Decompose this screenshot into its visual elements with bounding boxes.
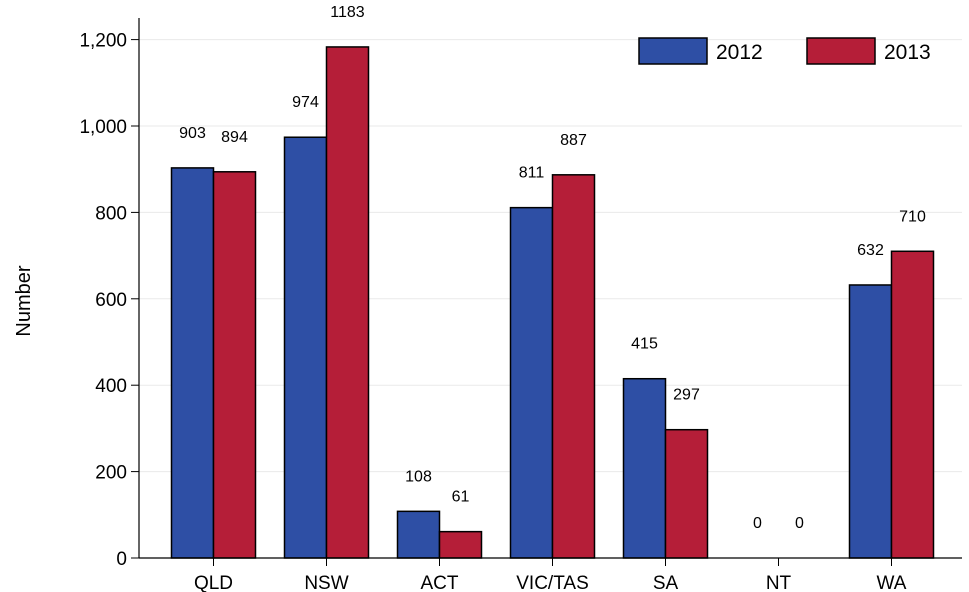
bar	[551, 174, 596, 559]
bar	[212, 171, 257, 559]
y-tick-label: 0	[116, 549, 127, 570]
bar	[438, 530, 483, 559]
data-label: 415	[631, 336, 658, 353]
legend-label: 2012	[716, 41, 763, 64]
y-tick-label: 1,000	[79, 117, 127, 138]
y-tick-label: 600	[95, 290, 127, 311]
y-tick-label: 200	[95, 463, 127, 484]
x-tick-label: WA	[877, 573, 907, 592]
legend: 2012 2013	[638, 37, 931, 65]
data-label: 632	[857, 242, 884, 259]
legend-label: 2013	[884, 41, 931, 64]
bar	[890, 250, 935, 559]
x-tick-label: ACT	[421, 573, 459, 592]
x-tick-label: NT	[766, 573, 792, 592]
bar	[170, 167, 215, 559]
x-tick-label: SA	[653, 573, 679, 592]
data-label: 61	[452, 489, 470, 506]
bar	[325, 46, 370, 559]
data-label: 974	[292, 94, 319, 111]
axes: 0 200 400 600 800 1,000 1,200 QLD NSW ACT VIC/TAS S…	[79, 18, 962, 592]
data-label: 903	[179, 125, 206, 142]
x-tick-label: NSW	[304, 573, 348, 592]
legend-swatch	[638, 37, 708, 65]
data-label: 811	[519, 165, 545, 182]
data-label: 1183	[330, 4, 365, 21]
data-label: 0	[753, 515, 762, 532]
data-label: 710	[899, 208, 926, 225]
y-axis-title: Number	[13, 265, 35, 336]
y-tick-label: 1,200	[79, 31, 127, 52]
y-tick-label: 800	[95, 203, 127, 224]
y-tick-label: 400	[95, 376, 127, 397]
bars	[170, 46, 935, 559]
x-tick-label: QLD	[194, 573, 233, 592]
bar	[396, 510, 441, 559]
data-label: 0	[795, 515, 804, 532]
data-label: 887	[560, 132, 587, 149]
data-label: 894	[221, 129, 248, 146]
legend-swatch	[806, 37, 876, 65]
bar	[848, 284, 893, 559]
bar	[283, 136, 328, 559]
bar	[509, 206, 554, 559]
bar	[664, 428, 709, 559]
data-label: 297	[673, 387, 700, 404]
x-tick-label: VIC/TAS	[516, 573, 589, 592]
data-label: 108	[405, 468, 432, 485]
data-labels: 903 894 974 1183 108 61 811 887 415 297 0 0 632 710	[179, 4, 926, 532]
bar	[622, 377, 667, 559]
